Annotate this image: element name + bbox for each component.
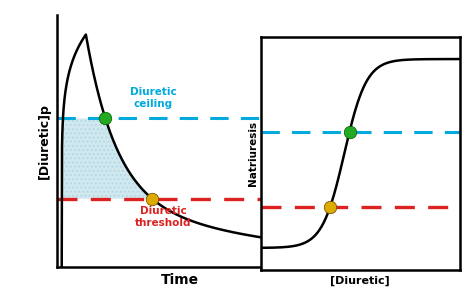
Y-axis label: Natriuresis: Natriuresis (248, 121, 258, 186)
X-axis label: [Diuretic]: [Diuretic] (330, 276, 390, 286)
X-axis label: Time: Time (161, 273, 199, 287)
Text: Diuretic
ceiling: Diuretic ceiling (130, 87, 177, 109)
Y-axis label: [Diuretic]p: [Diuretic]p (38, 103, 51, 179)
Text: Diuretic
threshold: Diuretic threshold (135, 206, 191, 227)
